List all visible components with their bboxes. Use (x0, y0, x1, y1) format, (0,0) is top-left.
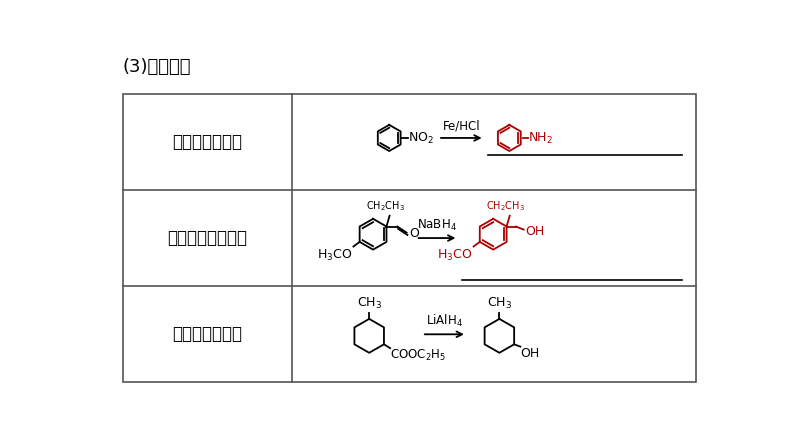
Text: NaBH$_4$: NaBH$_4$ (417, 218, 457, 233)
Text: LiAlH$_4$: LiAlH$_4$ (426, 313, 463, 329)
Text: O: O (409, 227, 418, 240)
Text: CH$_3$: CH$_3$ (487, 296, 512, 311)
Text: H$_3$CO: H$_3$CO (437, 248, 472, 263)
Text: CH$_3$: CH$_3$ (357, 296, 382, 311)
Text: NO$_2$: NO$_2$ (408, 131, 434, 146)
Text: OH: OH (520, 346, 540, 360)
Text: COOC$_2$H$_5$: COOC$_2$H$_5$ (390, 348, 446, 363)
Text: (3)还原反应: (3)还原反应 (122, 58, 191, 76)
Text: 酮烇基还原成羟基: 酮烇基还原成羟基 (167, 229, 247, 247)
Text: NH$_2$: NH$_2$ (528, 131, 553, 146)
Text: CH$_2$CH$_3$: CH$_2$CH$_3$ (487, 199, 526, 213)
Bar (122, 94, 696, 383)
Text: CH$_2$CH$_3$: CH$_2$CH$_3$ (366, 199, 405, 213)
Text: Fe/HCl: Fe/HCl (442, 119, 480, 133)
Text: OH: OH (525, 225, 545, 238)
Text: 硬基还原为氨基: 硬基还原为氨基 (172, 133, 242, 151)
Text: 酯基还原成羟基: 酯基还原成羟基 (172, 325, 242, 343)
Text: H$_3$CO: H$_3$CO (317, 248, 352, 263)
